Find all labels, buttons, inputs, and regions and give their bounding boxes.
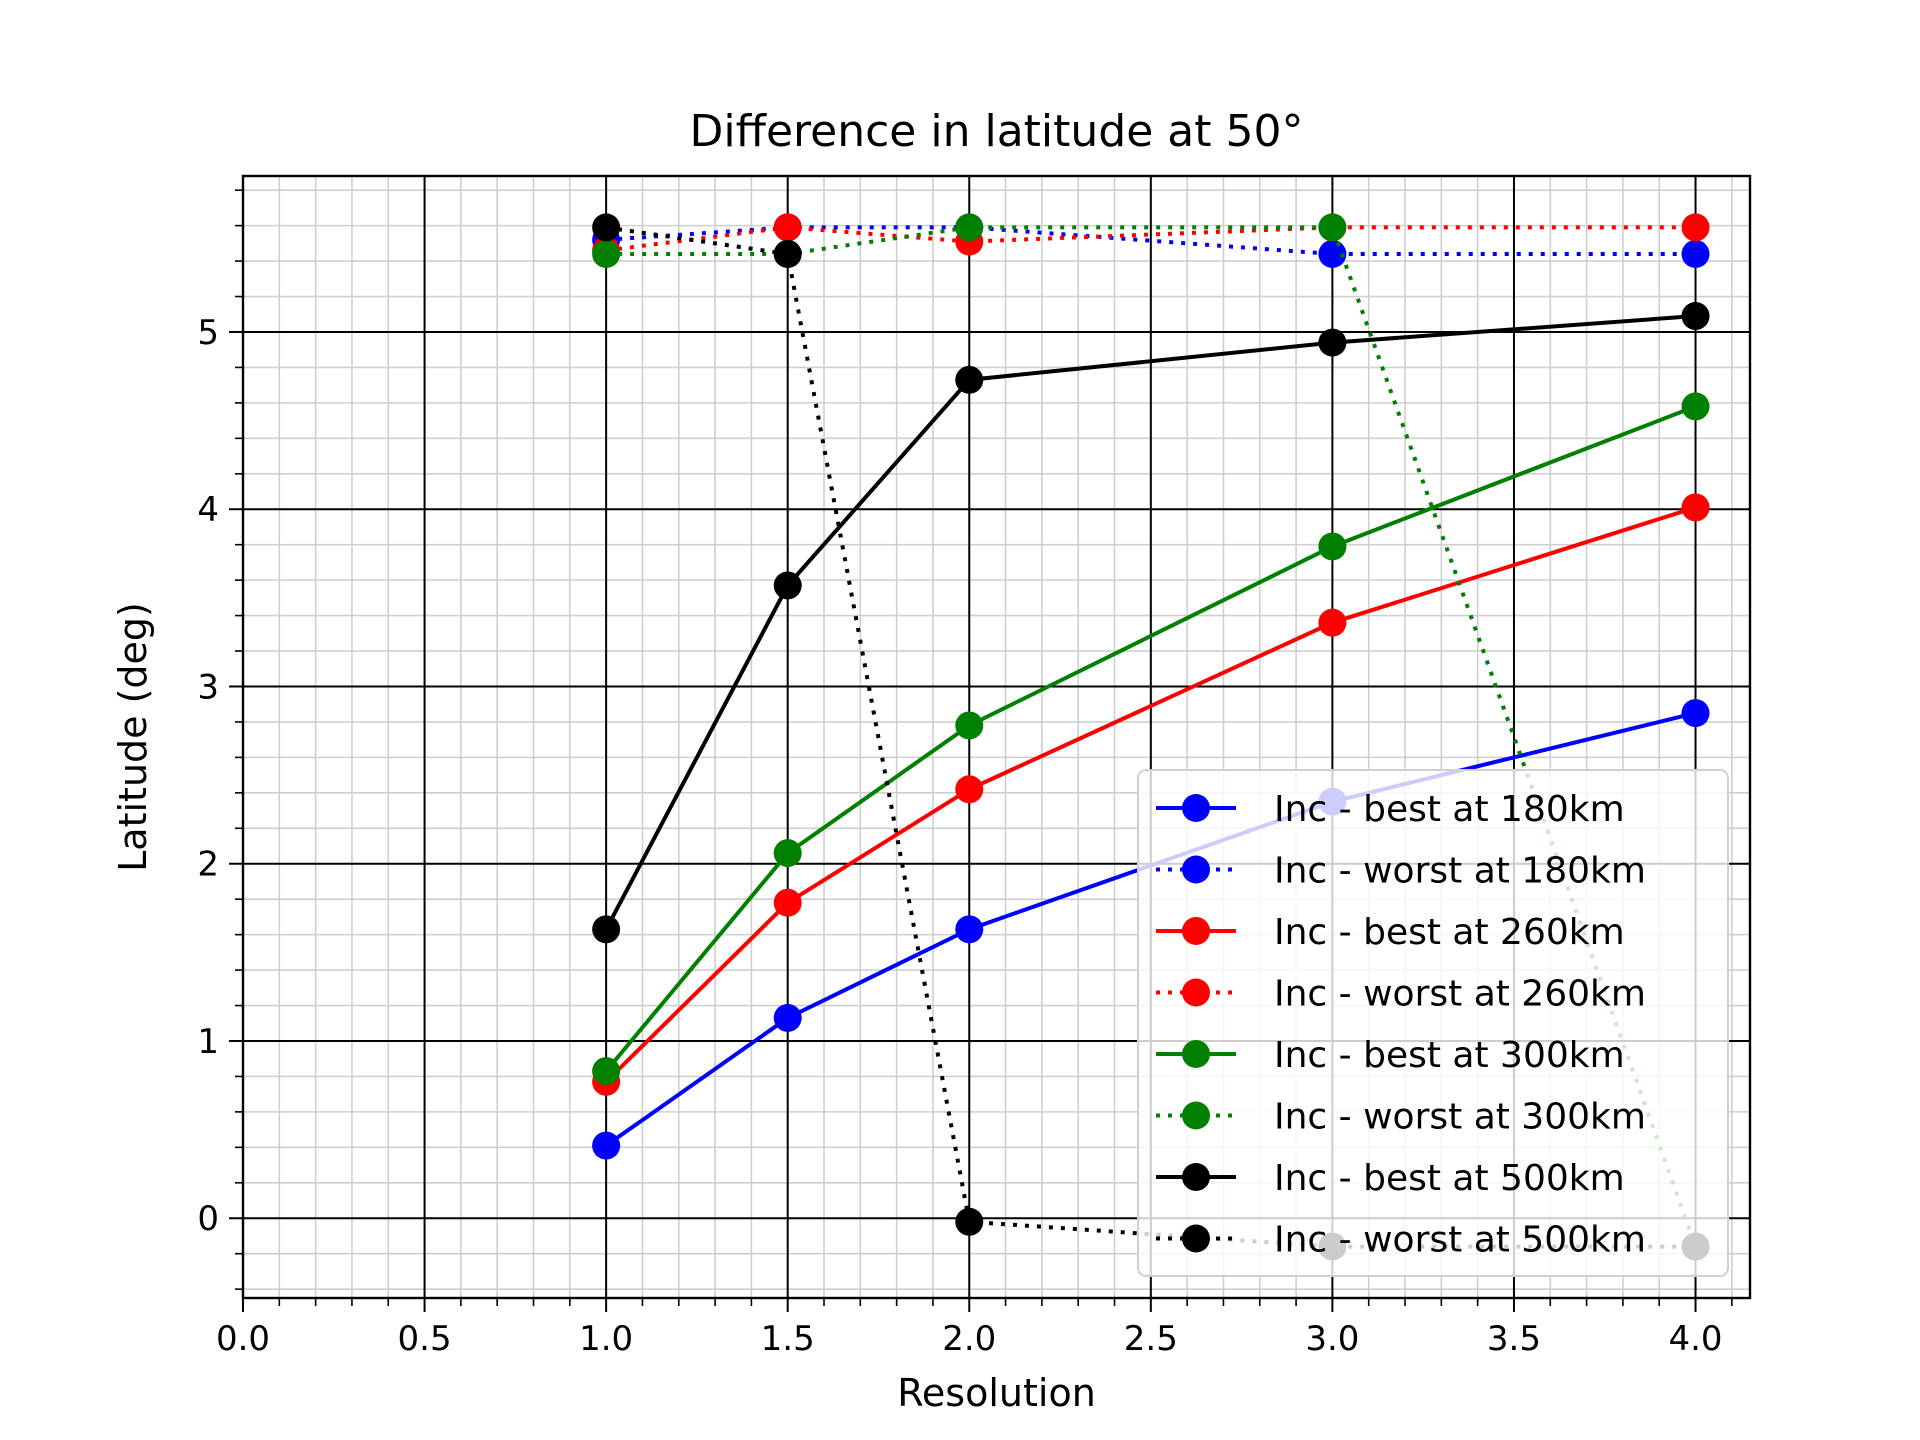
legend-item: Inc - worst at 260km	[1156, 974, 1646, 1015]
data-point	[1681, 302, 1710, 331]
data-point	[1681, 392, 1710, 421]
data-point	[1318, 239, 1347, 268]
legend-marker	[1182, 855, 1210, 884]
y-axis-label: Latitude (deg)	[111, 602, 155, 872]
legend-label: Inc - worst at 500km	[1274, 1220, 1646, 1261]
data-point	[955, 365, 984, 394]
legend-item: Inc - worst at 180km	[1156, 851, 1646, 892]
legend-label: Inc - worst at 260km	[1274, 974, 1646, 1015]
data-point	[955, 213, 984, 242]
legend-marker	[1182, 917, 1210, 945]
data-point	[1681, 699, 1710, 728]
legend-label: Inc - worst at 300km	[1274, 1097, 1646, 1138]
y-tick-label: 4	[197, 490, 219, 530]
x-tick-label: 0.0	[216, 1319, 270, 1359]
legend-item: Inc - best at 500km	[1156, 1158, 1625, 1199]
data-point	[1681, 213, 1710, 242]
legend-item: Inc - worst at 300km	[1156, 1097, 1646, 1138]
x-tick-label: 0.5	[398, 1319, 452, 1359]
chart-title: Difference in latitude at 50°	[690, 106, 1304, 157]
legend-label: Inc - best at 300km	[1274, 1035, 1625, 1076]
x-tick-label: 2.5	[1124, 1319, 1178, 1359]
data-point	[1681, 493, 1710, 522]
legend-marker	[1182, 1040, 1210, 1068]
legend-label: Inc - worst at 180km	[1274, 851, 1646, 892]
series-line	[606, 225, 1698, 1248]
data-point	[592, 1057, 621, 1086]
data-point	[773, 571, 802, 600]
x-tick-label: 4.0	[1668, 1319, 1722, 1359]
data-point	[955, 711, 984, 740]
data-point	[592, 213, 621, 242]
data-point	[592, 239, 621, 268]
x-tick-label: 1.5	[761, 1319, 815, 1359]
series-line	[605, 225, 1696, 253]
y-tick-label: 2	[197, 845, 219, 885]
data-point	[773, 1003, 802, 1032]
legend-item: Inc - best at 180km	[1156, 789, 1625, 830]
legend-label: Inc - best at 180km	[1274, 789, 1625, 830]
y-tick-label: 1	[197, 1022, 219, 1062]
data-point	[955, 1207, 984, 1236]
y-tick-label: 5	[197, 313, 219, 353]
data-point	[1318, 608, 1347, 637]
data-point	[1318, 328, 1347, 357]
axis-ticks: 0.0 0.5 1.0 1.5 2.0 2.5 3.0 3.5 4.0 0 1 2 3 4 5	[197, 189, 1733, 1359]
legend-item: Inc - worst at 500km	[1156, 1220, 1646, 1261]
data-point	[773, 888, 802, 917]
data-point	[773, 839, 802, 868]
data-point	[955, 775, 984, 804]
data-point	[1681, 239, 1710, 268]
legend-label: Inc - best at 500km	[1274, 1158, 1625, 1199]
y-tick-label: 3	[197, 667, 219, 707]
legend-label: Inc - best at 260km	[1274, 912, 1625, 953]
series-7	[592, 302, 1710, 944]
data-point	[1318, 532, 1347, 561]
legend-marker	[1182, 1224, 1210, 1253]
data-point	[592, 915, 621, 944]
y-tick-label: 0	[197, 1199, 219, 1239]
legend-item: Inc - best at 260km	[1156, 912, 1625, 953]
plot-frame	[241, 174, 1752, 1300]
legend: Inc - best at 180km Inc - worst at 180km I…	[1137, 769, 1729, 1277]
data-point	[1318, 213, 1347, 242]
x-tick-label: 3.5	[1487, 1319, 1541, 1359]
legend-marker	[1182, 1163, 1210, 1191]
x-tick-label: 2.0	[942, 1319, 996, 1359]
data-point	[773, 213, 802, 242]
x-tick-label: 3.0	[1305, 1319, 1359, 1359]
legend-box	[1137, 769, 1729, 1277]
series-5	[592, 392, 1710, 1086]
legend-marker	[1182, 978, 1210, 1007]
legend-item: Inc - best at 300km	[1156, 1035, 1625, 1076]
legend-marker	[1182, 1101, 1210, 1130]
series-line	[605, 225, 1696, 1249]
data-point	[955, 915, 984, 944]
data-point	[592, 1131, 621, 1160]
series-3	[592, 493, 1710, 1096]
x-tick-label: 1.0	[579, 1319, 633, 1359]
x-axis-label: Resolution	[897, 1371, 1096, 1415]
data-point	[773, 239, 802, 268]
legend-marker	[1182, 794, 1210, 822]
